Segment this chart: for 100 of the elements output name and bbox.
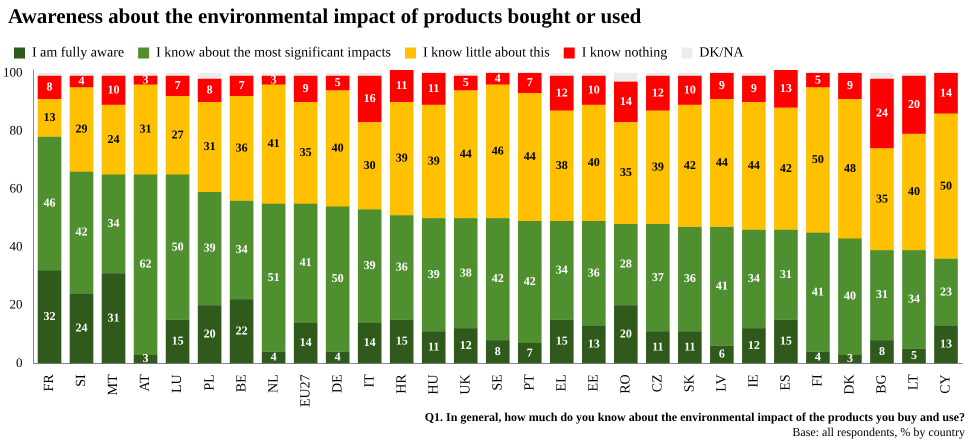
data-label: 15: [172, 334, 184, 348]
bar: [614, 224, 638, 306]
y-tick-label: 60: [10, 180, 22, 196]
data-label: 5: [814, 72, 821, 86]
bar: [486, 218, 510, 340]
data-label: 34: [556, 262, 568, 276]
bar: [838, 238, 862, 355]
data-label: 39: [428, 266, 440, 281]
data-label: 13: [588, 336, 600, 351]
data-label: 5: [462, 75, 469, 90]
data-label: 31: [204, 139, 216, 154]
data-label: 46: [44, 196, 56, 210]
data-label: 35: [620, 165, 632, 180]
bar: [550, 76, 574, 111]
data-label: 5: [910, 348, 917, 362]
bar: [742, 72, 766, 76]
data-label: 11: [428, 339, 440, 354]
data-label: 51: [268, 270, 280, 284]
bar: [646, 72, 670, 76]
data-label: 34: [908, 292, 920, 306]
x-tick-label: PL: [202, 374, 218, 391]
data-label: 24: [76, 320, 88, 335]
bar: [486, 340, 510, 364]
bar: [550, 72, 574, 76]
bar: [518, 221, 542, 344]
bar: [230, 72, 254, 76]
bar: [358, 76, 382, 122]
bar: [582, 104, 606, 222]
data-label: 44: [748, 158, 760, 172]
data-label: 42: [492, 271, 504, 286]
bar: [390, 215, 414, 320]
data-label: 31: [876, 287, 888, 302]
x-tick-label: LT: [906, 374, 922, 390]
bar: [550, 221, 574, 320]
bar: [38, 136, 62, 270]
data-label: 50: [332, 271, 344, 286]
data-label: 31: [108, 310, 120, 324]
data-label: 9: [302, 80, 309, 95]
x-tick-label: HU: [426, 374, 442, 395]
data-label: 4: [814, 350, 821, 364]
x-tick-label: LU: [170, 374, 186, 394]
data-label: 16: [364, 91, 376, 106]
bar: [166, 76, 190, 96]
bar: [134, 174, 158, 355]
data-label: 62: [140, 256, 152, 271]
bar: [326, 72, 350, 76]
data-label: 39: [204, 240, 216, 255]
data-label: 39: [652, 159, 664, 174]
data-label: 24: [108, 132, 120, 146]
data-label: 8: [494, 344, 501, 358]
bar: [326, 90, 350, 207]
bar: [326, 206, 350, 352]
bar: [358, 72, 382, 76]
data-label: 7: [526, 345, 533, 360]
x-tick-label: LV: [714, 374, 730, 392]
data-label: 3: [846, 351, 853, 366]
bar: [838, 99, 862, 238]
data-label: 40: [332, 140, 344, 155]
bar: [838, 72, 862, 100]
bar: [358, 122, 382, 210]
data-label: 20: [204, 326, 216, 340]
bar: [710, 226, 734, 346]
bar: [550, 320, 574, 364]
data-label: 35: [300, 144, 312, 159]
bar: [870, 250, 894, 340]
bar: [166, 174, 190, 320]
bar: [198, 102, 222, 192]
x-tick-label: FI: [810, 374, 826, 387]
data-label: 4: [494, 70, 501, 85]
bar: [646, 331, 670, 364]
data-label: 42: [780, 160, 792, 175]
data-label: 12: [748, 338, 760, 352]
data-label: 11: [684, 339, 696, 354]
data-label: 12: [652, 85, 664, 100]
bar: [262, 84, 286, 204]
data-label: 13: [940, 336, 952, 351]
bar: [70, 172, 94, 294]
bar: [134, 72, 158, 76]
y-tick-label: 100: [3, 64, 22, 80]
bar: [806, 87, 830, 233]
y-tick-label: 20: [10, 296, 22, 312]
bar: [614, 82, 638, 122]
data-label: 38: [460, 265, 472, 280]
x-tick-label: IE: [746, 374, 762, 388]
data-label: 44: [524, 149, 536, 164]
bar: [806, 232, 830, 352]
data-label: 41: [268, 136, 280, 150]
bar: [70, 76, 94, 88]
x-tick-label: BG: [874, 374, 890, 394]
data-label: 40: [588, 155, 600, 170]
bar: [198, 78, 222, 102]
bar: [358, 209, 382, 323]
bar: [550, 110, 574, 222]
bar: [870, 340, 894, 364]
x-tick-label: PT: [522, 374, 538, 391]
data-label: 9: [846, 78, 853, 92]
x-tick-label: EU27: [298, 374, 314, 408]
data-label: 35: [876, 191, 888, 206]
y-tick-label: 40: [10, 238, 22, 254]
data-label: 10: [684, 82, 696, 96]
